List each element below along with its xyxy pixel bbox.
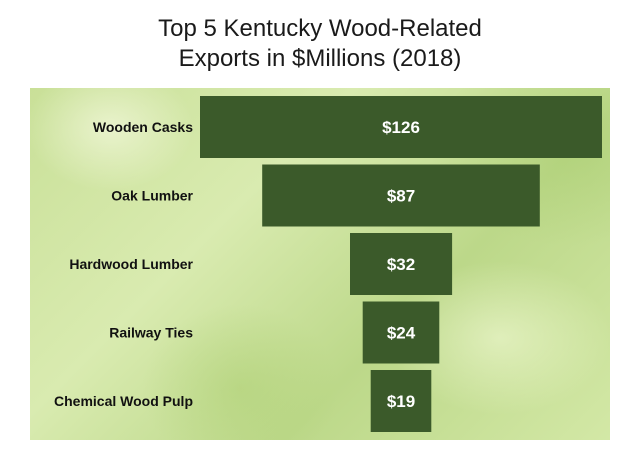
value-label-wooden-casks: $126	[382, 118, 420, 137]
bar-hardwood-lumber	[350, 233, 453, 295]
chart-title-line-1: Top 5 Kentucky Wood-Related	[158, 15, 482, 42]
value-label-railway-ties: $24	[387, 324, 416, 343]
category-label-oak-lumber: Oak Lumber	[111, 188, 193, 204]
bar-railway-ties	[362, 301, 440, 364]
bar-oak-lumber	[262, 164, 540, 227]
value-label-oak-lumber: $87	[387, 187, 415, 206]
chart-title: Top 5 Kentucky Wood-Related Exports in $…	[0, 14, 640, 74]
chart-title-line-2: Exports in $Millions (2018)	[178, 45, 462, 72]
category-label-wooden-casks: Wooden Casks	[93, 119, 193, 135]
bar-chemical-wood-pulp	[370, 370, 432, 432]
value-label-hardwood-lumber: $32	[387, 255, 415, 274]
value-label-chemical-wood-pulp: $19	[387, 392, 415, 411]
category-label-hardwood-lumber: Hardwood Lumber	[69, 256, 193, 272]
bar-wooden-casks	[200, 96, 602, 158]
category-label-chemical-wood-pulp: Chemical Wood Pulp	[54, 393, 193, 409]
category-label-railway-ties: Railway Ties	[109, 325, 193, 341]
